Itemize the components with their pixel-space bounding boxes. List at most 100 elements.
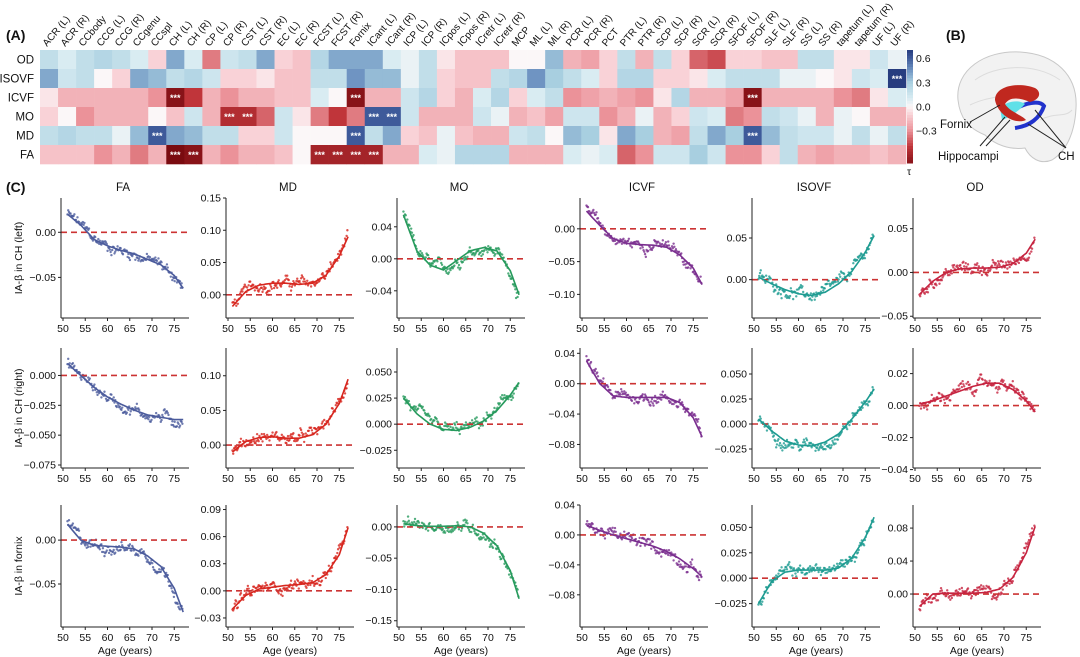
heatmap-cell <box>256 69 275 89</box>
data-point <box>614 530 617 533</box>
y-tick-label: 0.00 <box>555 223 576 235</box>
data-point <box>649 542 652 545</box>
heatmap-cell <box>256 88 275 108</box>
data-point <box>428 415 431 418</box>
data-point <box>160 261 163 264</box>
data-point <box>656 240 660 243</box>
heatmap-cell <box>418 107 438 127</box>
data-point <box>121 544 124 547</box>
data-point <box>289 289 293 292</box>
data-point <box>250 594 253 597</box>
data-point <box>310 579 314 583</box>
scatter-panel-isovf: 0.050 0.025 0.000 −0.025 50 55 60 65 70 75 Age (ye… <box>715 505 880 657</box>
heatmap-cell <box>274 145 293 165</box>
x-tick-label: 60 <box>102 632 114 644</box>
data-point <box>484 538 488 541</box>
column-title: ISOVF <box>797 182 832 194</box>
data-point <box>232 452 235 455</box>
x-tick-label: 55 <box>770 323 782 335</box>
x-tick-label: 55 <box>244 632 256 644</box>
data-point <box>507 573 511 576</box>
data-point <box>842 272 846 276</box>
y-tick-label: −0.02 <box>881 432 908 444</box>
data-point <box>252 440 256 443</box>
colorbar-segment <box>907 86 913 91</box>
data-point <box>336 402 339 405</box>
data-point <box>91 239 95 242</box>
colorbar-segment <box>907 81 913 85</box>
heatmap-cell <box>851 107 871 127</box>
data-point <box>661 390 665 393</box>
data-point <box>652 404 655 407</box>
data-point <box>1017 261 1021 265</box>
data-point <box>475 416 478 419</box>
data-point <box>404 214 407 217</box>
fit-curve <box>757 388 875 447</box>
data-point <box>759 417 762 420</box>
heatmap-cell <box>833 69 853 89</box>
data-point <box>989 591 993 594</box>
data-point <box>919 609 922 612</box>
x-tick-label: 50 <box>393 632 405 644</box>
data-point <box>134 258 137 262</box>
data-point <box>649 404 652 407</box>
data-point <box>1014 566 1018 569</box>
data-point <box>299 428 303 432</box>
y-tick-label: 0.10 <box>201 370 222 382</box>
heatmap-cell <box>707 88 726 108</box>
data-point <box>613 396 617 400</box>
data-point <box>686 570 689 574</box>
data-point <box>232 609 235 612</box>
data-point <box>936 599 940 602</box>
data-point <box>989 587 992 591</box>
data-point <box>677 405 680 408</box>
heatmap-cell <box>473 88 492 108</box>
heatmap-cell <box>292 88 311 108</box>
data-point <box>586 520 589 523</box>
x-tick-label: 70 <box>998 632 1010 644</box>
y-tick-label: 0.00 <box>372 521 393 533</box>
data-point <box>1009 260 1012 263</box>
x-tick-label: 75 <box>859 323 871 335</box>
data-point <box>672 559 675 562</box>
data-point <box>823 567 826 570</box>
heatmap-row-label: FA <box>20 150 34 162</box>
heatmap-cell <box>274 126 293 146</box>
data-point <box>976 262 979 265</box>
data-point <box>610 529 614 533</box>
data-point <box>828 443 831 447</box>
heatmap-cell <box>454 69 474 89</box>
data-point <box>87 545 90 549</box>
heatmap-cell <box>581 69 600 89</box>
data-point <box>130 549 133 552</box>
data-point <box>779 446 783 450</box>
colorbar-segment <box>907 103 913 107</box>
heatmap-cell <box>40 145 59 165</box>
x-tick-label: 50 <box>57 473 69 485</box>
data-point <box>491 546 495 550</box>
heatmap-cell <box>418 50 438 70</box>
data-point <box>601 380 604 384</box>
heatmap-cell <box>40 107 59 127</box>
fit-curve <box>757 516 875 605</box>
y-tick-label: 0.05 <box>201 405 222 417</box>
data-point <box>112 548 115 552</box>
data-point <box>585 355 588 358</box>
data-point <box>648 245 651 249</box>
colorbar-segment <box>907 58 913 62</box>
data-point <box>241 290 244 293</box>
data-point <box>128 258 132 262</box>
ch-label: CH <box>1058 151 1075 163</box>
heatmap-cell <box>310 50 329 70</box>
heatmap-cell <box>130 126 149 146</box>
x-tick-label: 55 <box>79 473 91 485</box>
colorbar-segment <box>907 134 913 139</box>
x-tick-label: 50 <box>748 323 760 335</box>
data-point <box>460 529 463 532</box>
data-point <box>288 285 291 288</box>
y-tick-label: 0.05 <box>888 223 909 235</box>
data-point <box>643 250 646 253</box>
data-point <box>268 289 271 293</box>
data-point <box>262 589 265 593</box>
